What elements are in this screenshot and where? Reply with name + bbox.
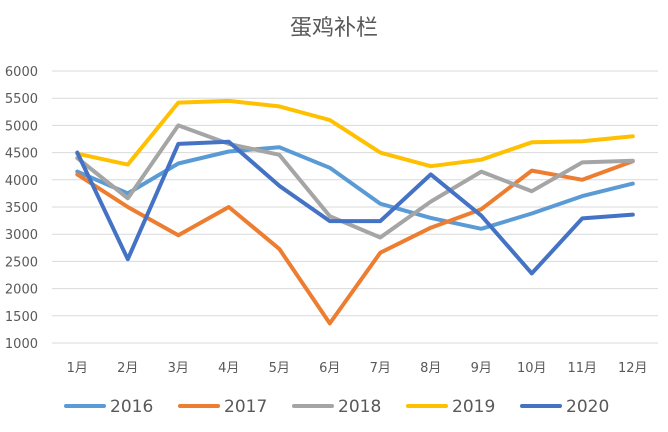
x-tick-label: 11月	[567, 361, 597, 376]
legend-label: 2017	[224, 397, 267, 417]
y-tick-label: 2000	[5, 283, 38, 298]
y-tick-label: 5000	[5, 119, 38, 134]
series-line-2019	[75, 98, 635, 169]
y-tick-label: 3000	[5, 228, 38, 243]
x-tick-label: 12月	[618, 361, 648, 376]
legend: 2016 2017 2018 2019 2020	[64, 397, 609, 417]
y-tick-label: 3500	[5, 201, 38, 216]
series-line-2017	[75, 159, 635, 326]
x-tick-label: 9月	[471, 361, 492, 376]
x-tick-label: 5月	[269, 361, 290, 376]
y-tick-label: 6000	[5, 65, 38, 80]
gridlines	[52, 70, 658, 344]
x-tick-label: 7月	[370, 361, 391, 376]
x-tick-label: 8月	[420, 361, 441, 376]
x-tick-label: 2月	[117, 361, 138, 376]
series-line-2016	[75, 145, 635, 231]
legend-label: 2016	[110, 397, 153, 417]
legend-label: 2020	[566, 397, 609, 417]
x-tick-label: 6月	[319, 361, 340, 376]
legend-label: 2018	[338, 397, 381, 417]
chart-title: 蛋鸡补栏	[290, 16, 378, 41]
y-axis-ticks: 1000 1500 2000 2500 3000 3500 4000 4500 5000 5500…	[5, 65, 38, 352]
y-tick-label: 4000	[5, 174, 38, 189]
series-line-2018	[75, 123, 635, 240]
x-tick-label: 10月	[517, 361, 547, 376]
y-tick-label: 1000	[5, 337, 38, 352]
y-tick-label: 4500	[5, 147, 38, 162]
x-tick-label: 4月	[218, 361, 239, 376]
legend-label: 2019	[452, 397, 495, 417]
series-lines	[75, 98, 635, 326]
series-line-2020	[75, 139, 635, 276]
y-tick-label: 5500	[5, 92, 38, 107]
y-tick-label: 2500	[5, 255, 38, 270]
x-axis-ticks: 1月 2月 3月 4月 5月 6月 7月 8月 9月 10月 11月 12月	[67, 361, 648, 376]
x-tick-label: 1月	[67, 361, 88, 376]
y-tick-label: 1500	[5, 310, 38, 325]
x-tick-label: 3月	[168, 361, 189, 376]
